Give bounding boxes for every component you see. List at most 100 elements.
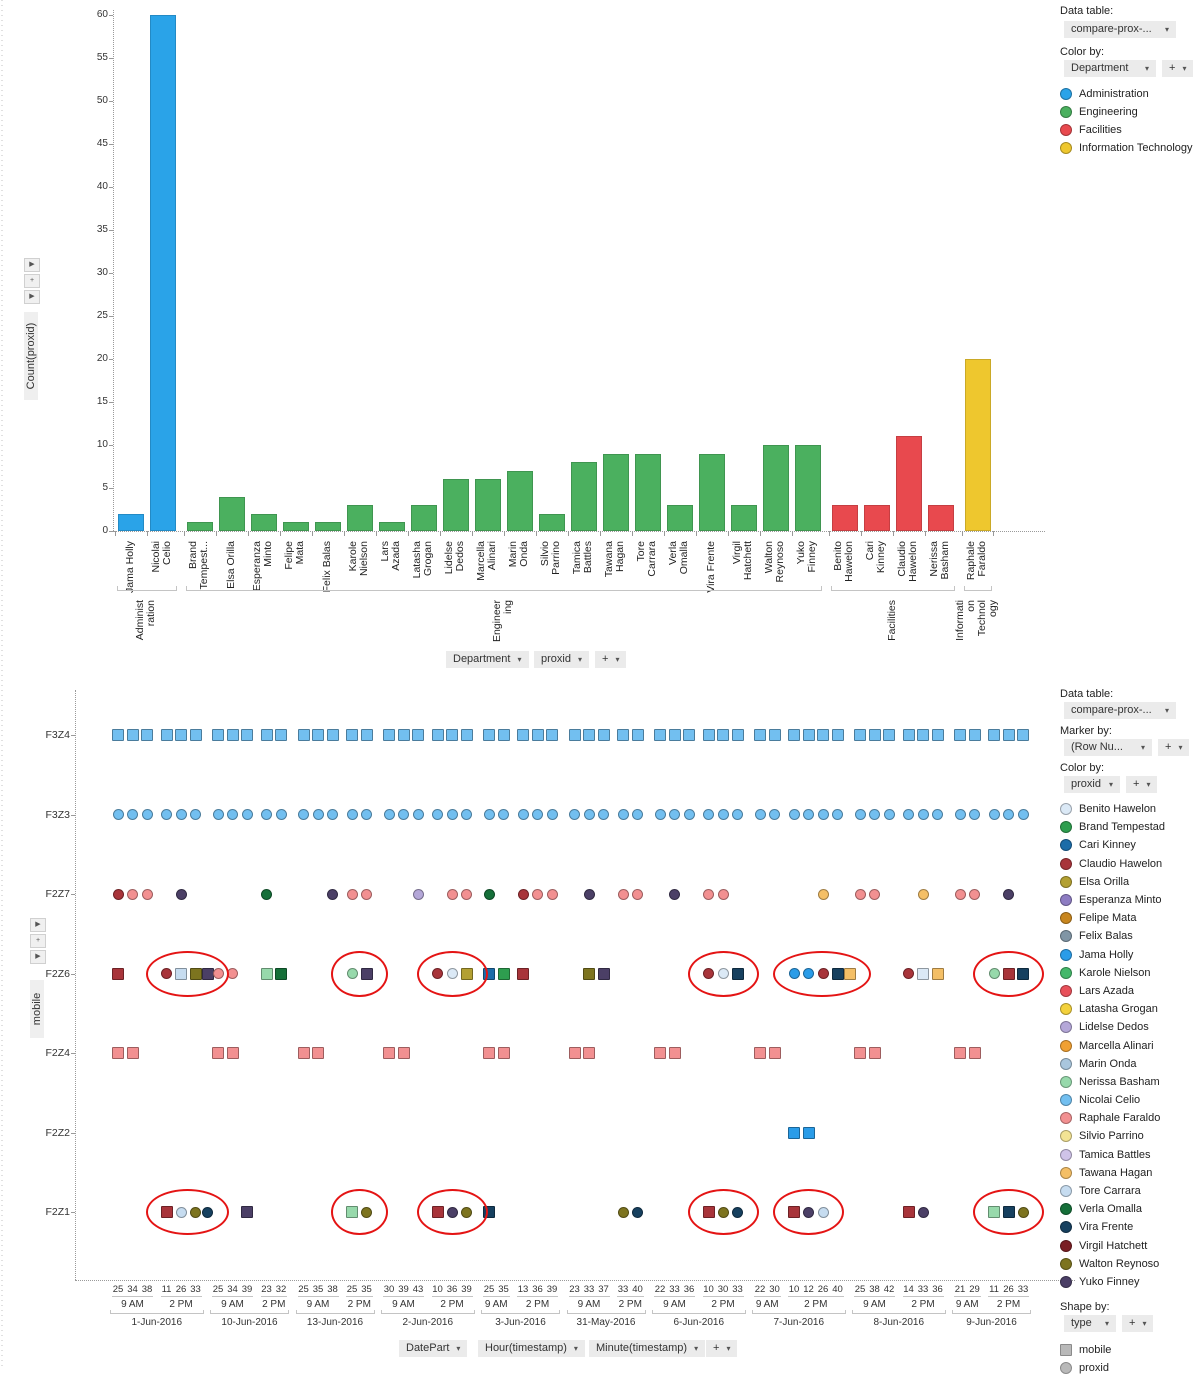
marker-by-add-dropdown[interactable]: + ▾ xyxy=(1158,739,1190,756)
mobile-marker-nicolai-celio[interactable] xyxy=(988,729,1000,741)
proxid-marker-nicolai-celio[interactable] xyxy=(432,809,443,820)
proxid-marker-raphale-faraldo[interactable] xyxy=(969,888,980,900)
bar-latasha-grogan[interactable] xyxy=(411,505,437,531)
mobile-marker-nicolai-celio[interactable] xyxy=(346,729,358,741)
mobile-marker-brand-tempestad[interactable] xyxy=(497,967,510,980)
bar-elsa-orilla[interactable] xyxy=(219,496,245,531)
proxid-marker-raphale-faraldo[interactable] xyxy=(869,888,880,900)
legend-item-nicolai-celio[interactable]: Nicolai Celio xyxy=(1060,1091,1165,1109)
mobile-marker-nicolai-celio[interactable] xyxy=(112,729,124,741)
color-by-dropdown[interactable]: proxid ▾ xyxy=(1064,776,1120,793)
proxid-marker-tore-carrara[interactable] xyxy=(817,1206,829,1218)
bar-tamica-battles[interactable] xyxy=(571,462,597,531)
mobile-marker-nicolai-celio[interactable] xyxy=(954,729,966,741)
mobile-marker-nicolai-celio[interactable] xyxy=(1002,729,1015,741)
mobile-marker-tore-carrara[interactable] xyxy=(175,967,187,980)
proxid-marker-raphale-faraldo[interactable] xyxy=(632,888,643,900)
mobile-marker-nicolai-celio[interactable] xyxy=(788,729,800,741)
legend-item-benito-hawelon[interactable]: Benito Hawelon xyxy=(1060,800,1165,818)
proxid-marker-nicolai-celio[interactable] xyxy=(546,809,558,820)
legend-item-lars-azada[interactable]: Lars Azada xyxy=(1060,982,1165,1000)
proxid-marker-raphale-faraldo[interactable] xyxy=(227,968,238,979)
proxid-marker-nicolai-celio[interactable] xyxy=(190,809,201,820)
mobile-marker-elsa-orilla[interactable] xyxy=(460,967,473,980)
mobile-marker-nicolai-celio[interactable] xyxy=(917,729,929,741)
bar-yuko-finney[interactable] xyxy=(795,445,821,531)
mobile-marker-nicolai-celio[interactable] xyxy=(312,729,324,741)
proxid-marker-nerissa-basham[interactable] xyxy=(346,968,358,979)
mobile-marker-benito-hawelon[interactable] xyxy=(917,967,929,980)
mobile-marker-nicolai-celio[interactable] xyxy=(597,729,610,741)
proxid-marker-nicolai-celio[interactable] xyxy=(141,809,153,820)
bar-nerissa-basham[interactable] xyxy=(928,505,954,531)
proxid-marker-nicolai-celio[interactable] xyxy=(312,809,324,820)
proxid-marker-claudio-hawelon[interactable] xyxy=(903,968,914,979)
scatter-x-selector-hour[interactable]: Hour(timestamp) ▾ xyxy=(478,1340,585,1357)
legend-item-tawana-hagan[interactable]: Tawana Hagan xyxy=(1060,1164,1165,1182)
mobile-marker-nicolai-celio[interactable] xyxy=(483,729,495,741)
proxid-marker-raphale-faraldo[interactable] xyxy=(854,888,866,900)
scatter-x-add-selector[interactable]: + ▾ xyxy=(706,1340,738,1357)
proxid-marker-nicolai-celio[interactable] xyxy=(261,809,272,820)
proxid-marker-nicolai-celio[interactable] xyxy=(669,809,680,820)
proxid-marker-raphale-faraldo[interactable] xyxy=(127,888,138,900)
y-axis-selector-count-proxid[interactable]: Count(proxid) xyxy=(24,312,38,400)
legend-item-tore-carrara[interactable]: Tore Carrara xyxy=(1060,1182,1165,1200)
mobile-marker-raphale-faraldo[interactable] xyxy=(126,1047,139,1059)
bar-felix-balas[interactable] xyxy=(315,522,341,531)
scatter-y-axis-selector-mobile[interactable]: mobile xyxy=(30,980,44,1038)
bar-felipe-mata[interactable] xyxy=(283,522,309,531)
proxid-marker-claudio-hawelon[interactable] xyxy=(817,968,829,979)
mobile-marker-nicolai-celio[interactable] xyxy=(583,729,595,741)
mobile-marker-nicolai-celio[interactable] xyxy=(431,729,444,741)
mobile-marker-nicolai-celio[interactable] xyxy=(297,729,310,741)
proxid-marker-walton-reynoso[interactable] xyxy=(190,1206,201,1218)
mobile-marker-nicolai-celio[interactable] xyxy=(326,729,339,741)
proxid-marker-nicolai-celio[interactable] xyxy=(917,809,929,820)
proxid-marker-raphale-faraldo[interactable] xyxy=(446,888,458,900)
proxid-marker-nicolai-celio[interactable] xyxy=(883,809,895,820)
mobile-marker-claudio-hawelon[interactable] xyxy=(702,1206,715,1218)
mobile-marker-yuko-finney[interactable] xyxy=(241,1206,253,1218)
proxid-marker-nicolai-celio[interactable] xyxy=(903,809,914,820)
proxid-marker-benito-hawelon[interactable] xyxy=(446,968,458,979)
mobile-marker-jama-holly[interactable] xyxy=(802,1126,815,1139)
proxid-marker-walton-reynoso[interactable] xyxy=(617,1206,629,1218)
proxid-marker-nicolai-celio[interactable] xyxy=(383,809,395,820)
proxid-marker-nicolai-celio[interactable] xyxy=(583,809,595,820)
mobile-marker-nicolai-celio[interactable] xyxy=(141,729,153,741)
mobile-marker-vira-frente[interactable] xyxy=(831,967,844,980)
mobile-marker-raphale-faraldo[interactable] xyxy=(868,1047,881,1059)
bar-virgil-hatchett[interactable] xyxy=(731,505,757,531)
proxid-marker-nicolai-celio[interactable] xyxy=(517,809,529,820)
mobile-marker-nerissa-basham[interactable] xyxy=(988,1206,1000,1218)
proxid-marker-verla-omalla[interactable] xyxy=(483,888,495,900)
mobile-marker-nicolai-celio[interactable] xyxy=(683,729,695,741)
legend-item-facilities[interactable]: Facilities xyxy=(1060,121,1193,139)
proxid-marker-nicolai-celio[interactable] xyxy=(227,809,238,820)
mobile-marker-claudio-hawelon[interactable] xyxy=(1002,967,1015,980)
proxid-marker-nicolai-celio[interactable] xyxy=(212,809,224,820)
color-by-dropdown[interactable]: Department ▾ xyxy=(1064,60,1156,77)
proxid-marker-yuko-finney[interactable] xyxy=(917,1206,929,1218)
proxid-marker-nicolai-celio[interactable] xyxy=(175,809,187,820)
bar-lidelse-dedos[interactable] xyxy=(443,479,469,531)
mobile-marker-nicolai-celio[interactable] xyxy=(668,729,681,741)
proxid-marker-nicolai-celio[interactable] xyxy=(869,809,880,820)
proxid-marker-raphale-faraldo[interactable] xyxy=(461,888,472,900)
y-axis-add-button[interactable]: + xyxy=(24,274,40,288)
proxid-marker-nicolai-celio[interactable] xyxy=(717,809,729,820)
proxid-marker-nicolai-celio[interactable] xyxy=(754,809,766,820)
x-axis-selector-proxid[interactable]: proxid ▾ xyxy=(534,651,589,668)
proxid-marker-tawana-hagan[interactable] xyxy=(817,888,829,900)
mobile-marker-raphale-faraldo[interactable] xyxy=(583,1047,595,1059)
proxid-marker-verla-omalla[interactable] xyxy=(261,888,272,900)
scatter-y-axis-scroll-up-button[interactable]: ▶ xyxy=(30,918,46,932)
proxid-marker-raphale-faraldo[interactable] xyxy=(703,888,714,900)
mobile-marker-raphale-faraldo[interactable] xyxy=(312,1047,324,1059)
proxid-marker-raphale-faraldo[interactable] xyxy=(954,888,966,900)
scatter-x-selector-datepart[interactable]: DatePart ▾ xyxy=(399,1340,468,1357)
mobile-marker-nicolai-celio[interactable] xyxy=(126,729,139,741)
proxid-marker-benito-hawelon[interactable] xyxy=(717,968,729,979)
bar-esperanza-minto[interactable] xyxy=(251,513,277,531)
